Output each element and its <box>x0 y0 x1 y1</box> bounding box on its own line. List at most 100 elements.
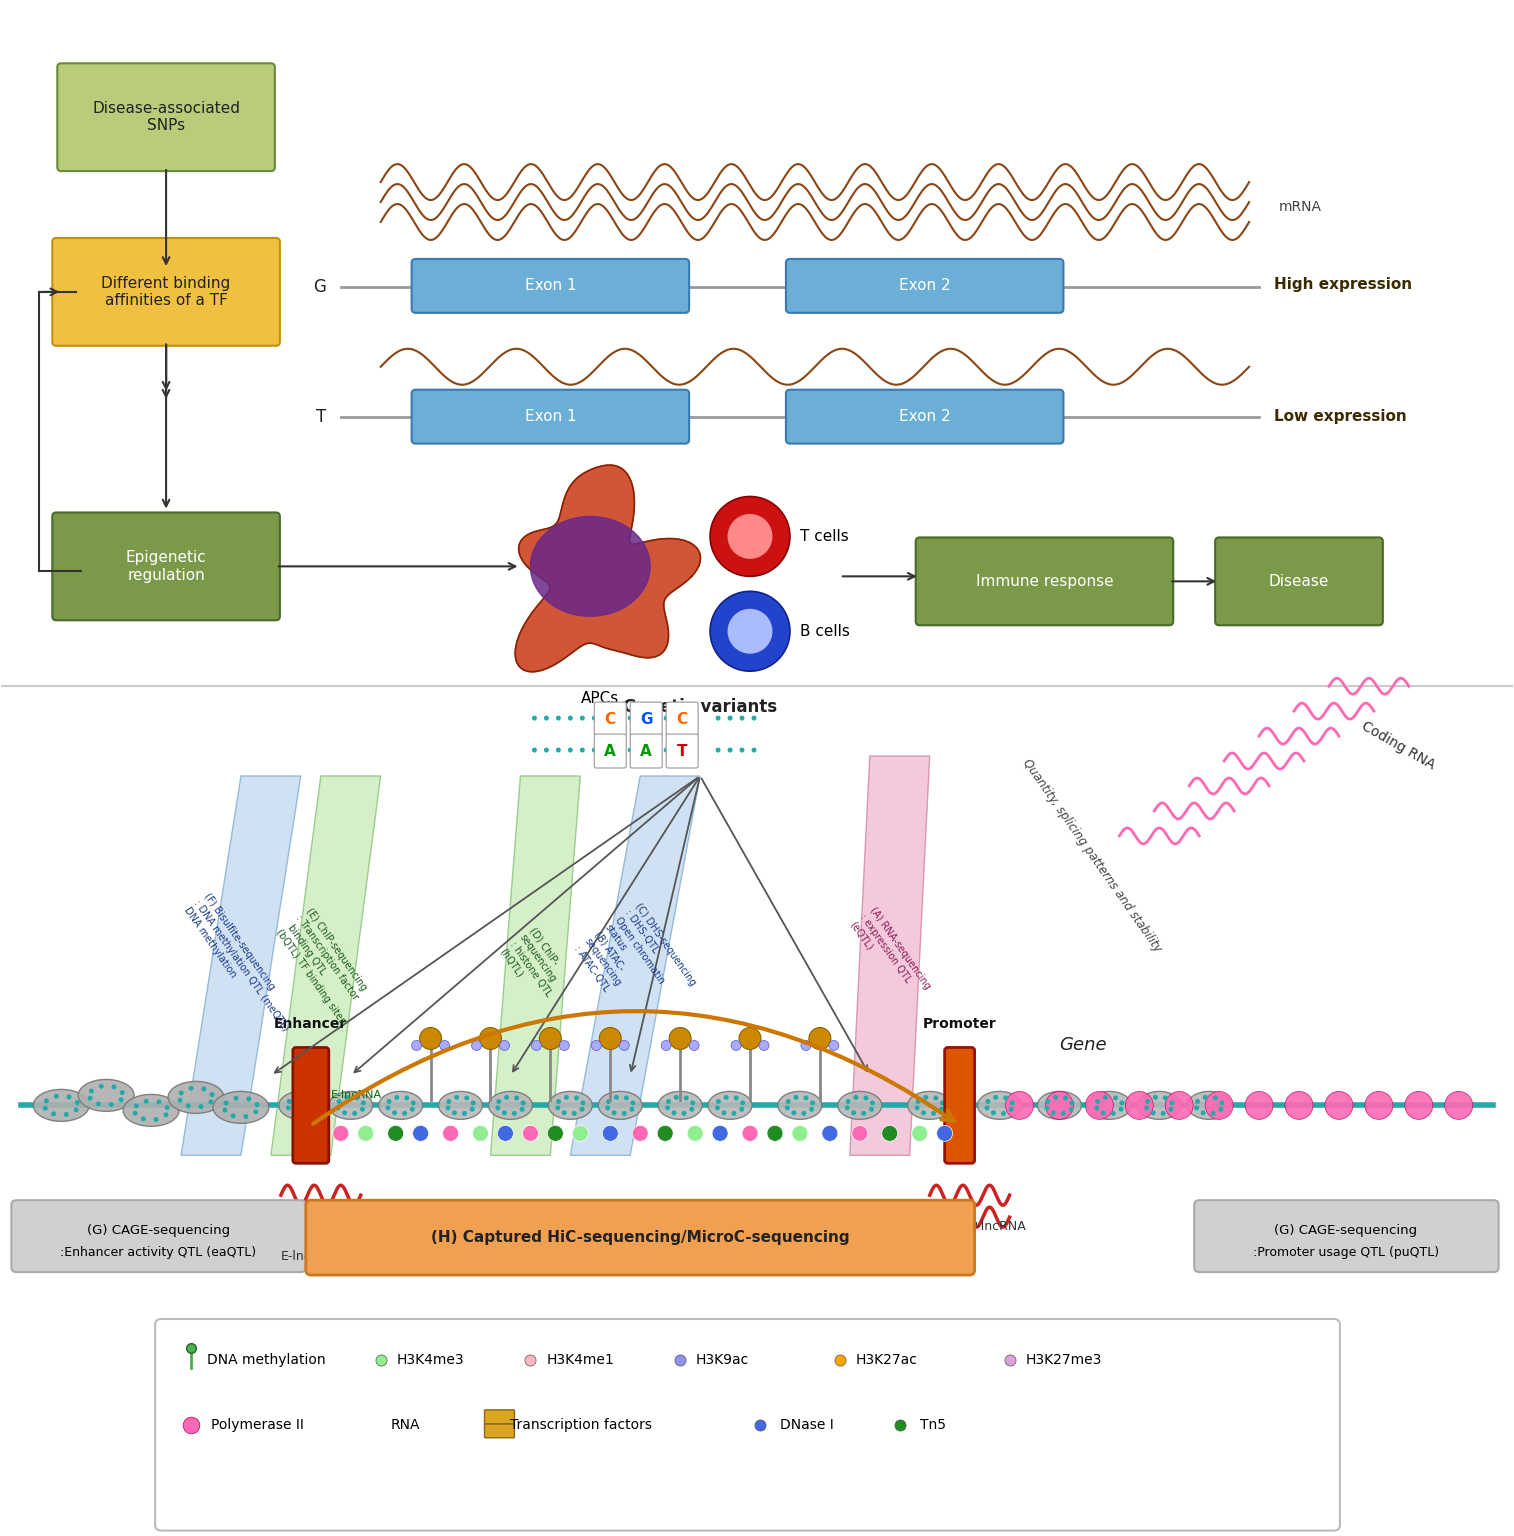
Ellipse shape <box>759 1040 769 1051</box>
Ellipse shape <box>112 1084 117 1089</box>
Ellipse shape <box>286 1098 292 1104</box>
Ellipse shape <box>845 1106 849 1111</box>
Ellipse shape <box>854 1095 858 1100</box>
Ellipse shape <box>598 1092 642 1120</box>
Ellipse shape <box>344 1095 350 1100</box>
Ellipse shape <box>388 1126 404 1141</box>
Ellipse shape <box>651 748 657 753</box>
FancyBboxPatch shape <box>412 260 689 313</box>
Ellipse shape <box>1125 1092 1154 1120</box>
Ellipse shape <box>64 1112 68 1117</box>
Ellipse shape <box>462 1111 466 1115</box>
Text: G: G <box>640 711 653 727</box>
Ellipse shape <box>247 1097 251 1101</box>
Ellipse shape <box>808 1107 815 1112</box>
Text: Coding RNA: Coding RNA <box>1360 719 1437 773</box>
Ellipse shape <box>292 1111 297 1115</box>
Text: E-lncRNA: E-lncRNA <box>330 1091 382 1100</box>
Polygon shape <box>491 776 580 1155</box>
Polygon shape <box>515 465 701 671</box>
Ellipse shape <box>254 1101 259 1107</box>
Text: :Promoter usage QTL (puQTL): :Promoter usage QTL (puQTL) <box>1254 1246 1438 1258</box>
Ellipse shape <box>1163 1095 1167 1100</box>
Ellipse shape <box>515 1095 519 1100</box>
Ellipse shape <box>628 748 633 753</box>
Ellipse shape <box>616 748 621 753</box>
Ellipse shape <box>622 1111 627 1115</box>
Ellipse shape <box>357 1126 374 1141</box>
Ellipse shape <box>600 1028 621 1049</box>
Ellipse shape <box>392 1111 397 1115</box>
Ellipse shape <box>471 1100 475 1106</box>
Ellipse shape <box>810 1100 815 1106</box>
Ellipse shape <box>95 1101 101 1106</box>
Ellipse shape <box>1069 1100 1075 1106</box>
Ellipse shape <box>512 1111 516 1115</box>
Ellipse shape <box>592 1040 601 1051</box>
Ellipse shape <box>751 748 757 753</box>
Text: T: T <box>677 743 687 759</box>
Ellipse shape <box>1004 1095 1008 1100</box>
Ellipse shape <box>933 1095 939 1100</box>
Ellipse shape <box>852 1126 868 1141</box>
Ellipse shape <box>768 1126 783 1141</box>
Ellipse shape <box>662 1040 671 1051</box>
Ellipse shape <box>442 1126 459 1141</box>
Ellipse shape <box>556 716 560 720</box>
Ellipse shape <box>336 1106 341 1111</box>
Ellipse shape <box>914 1106 919 1111</box>
Ellipse shape <box>659 1092 702 1120</box>
Ellipse shape <box>1213 1095 1217 1100</box>
Ellipse shape <box>801 1111 807 1115</box>
Text: DNA methylation: DNA methylation <box>207 1353 326 1367</box>
Text: Genetic variants: Genetic variants <box>624 697 777 716</box>
Ellipse shape <box>1145 1106 1149 1111</box>
Ellipse shape <box>640 716 645 720</box>
Ellipse shape <box>712 1126 728 1141</box>
Ellipse shape <box>740 1100 745 1106</box>
Ellipse shape <box>439 1092 483 1120</box>
Ellipse shape <box>539 1028 562 1049</box>
Ellipse shape <box>1005 1092 1034 1120</box>
Ellipse shape <box>501 1111 507 1115</box>
Text: Epigenetic
regulation: Epigenetic regulation <box>126 550 206 582</box>
Ellipse shape <box>1405 1092 1432 1120</box>
Ellipse shape <box>993 1095 998 1100</box>
Ellipse shape <box>804 1095 808 1100</box>
Ellipse shape <box>568 748 572 753</box>
Ellipse shape <box>79 1080 135 1112</box>
Ellipse shape <box>792 1126 808 1141</box>
Text: Transcription factors: Transcription factors <box>510 1418 653 1432</box>
FancyBboxPatch shape <box>630 702 662 736</box>
Ellipse shape <box>559 1040 569 1051</box>
Ellipse shape <box>165 1104 170 1111</box>
Ellipse shape <box>1104 1095 1108 1100</box>
Ellipse shape <box>986 1098 990 1104</box>
Ellipse shape <box>419 1028 442 1049</box>
Text: P-lncRNA: P-lncRNA <box>969 1220 1026 1233</box>
Ellipse shape <box>133 1111 138 1115</box>
Ellipse shape <box>715 1106 721 1111</box>
Ellipse shape <box>580 716 584 720</box>
Ellipse shape <box>603 1126 618 1141</box>
Text: (C) DHS-sequencing
: DHS-QTL
Open chromatin
status
(B) ATAC-
sequencing
: ATAC-Q: (C) DHS-sequencing : DHS-QTL Open chroma… <box>572 902 698 1031</box>
Ellipse shape <box>410 1100 416 1106</box>
Ellipse shape <box>931 1111 936 1115</box>
Ellipse shape <box>141 1117 145 1121</box>
Ellipse shape <box>801 1040 812 1051</box>
Text: (D) ChIP-
sequencing
: histone QTL
(hQTL): (D) ChIP- sequencing : histone QTL (hQTL… <box>498 926 574 1006</box>
Polygon shape <box>182 776 301 1155</box>
Text: A: A <box>640 743 653 759</box>
Ellipse shape <box>253 1109 259 1114</box>
Text: Exon 2: Exon 2 <box>899 409 951 424</box>
Ellipse shape <box>793 1095 798 1100</box>
Ellipse shape <box>921 1111 927 1115</box>
Ellipse shape <box>42 1106 48 1111</box>
Text: H3K27me3: H3K27me3 <box>1025 1353 1102 1367</box>
Text: (H) Captured HiC-sequencing/MicroC-sequencing: (H) Captured HiC-sequencing/MicroC-seque… <box>431 1230 849 1244</box>
Ellipse shape <box>1245 1092 1273 1120</box>
FancyBboxPatch shape <box>484 1424 515 1438</box>
Ellipse shape <box>1169 1100 1175 1106</box>
Ellipse shape <box>333 1126 348 1141</box>
Ellipse shape <box>861 1111 866 1115</box>
